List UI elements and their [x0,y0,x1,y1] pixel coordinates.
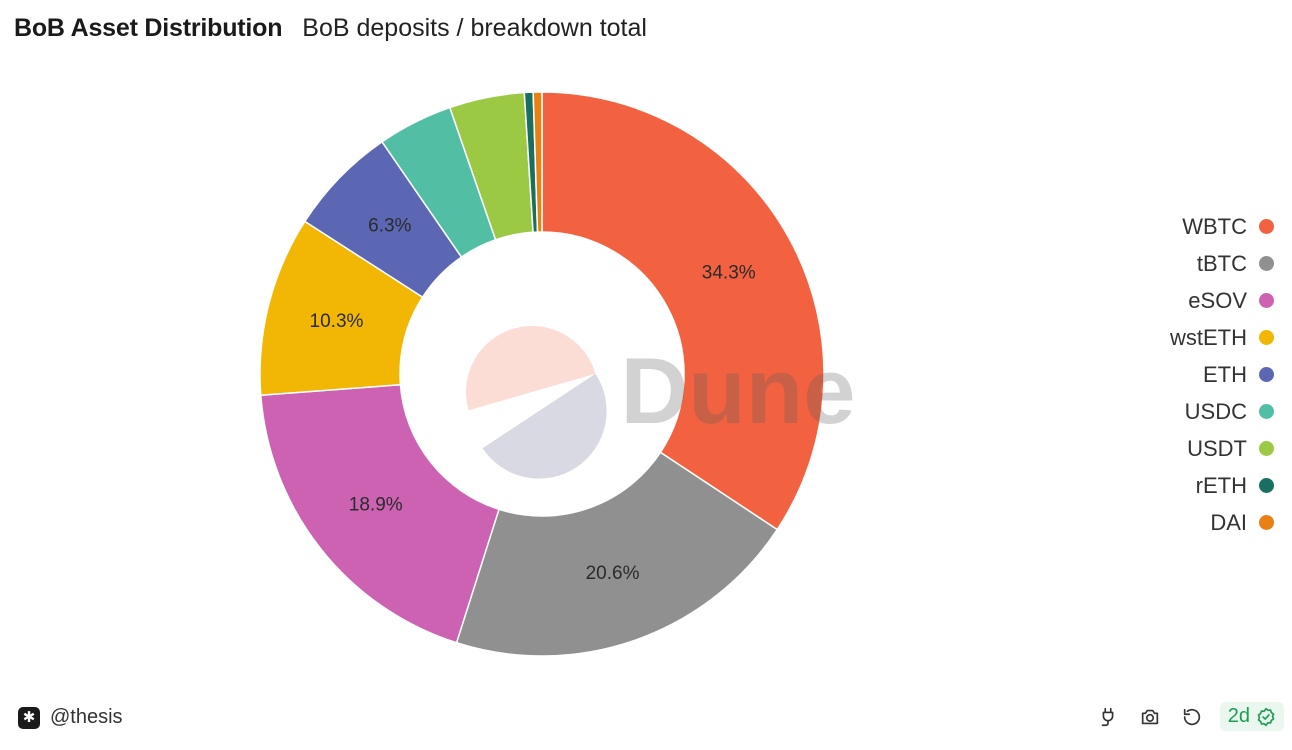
legend-item-reth[interactable]: rETH [1196,467,1274,504]
legend-swatch [1259,404,1274,419]
legend-label: USDC [1184,398,1247,424]
center-logo-top-shape [466,325,596,411]
legend-swatch [1259,515,1274,530]
dune-logo-icon: ✱ [18,706,40,729]
legend-swatch [1259,330,1274,345]
slice-dai[interactable] [532,91,543,233]
chart-legend: WBTC tBTC eSOV wstETH ETH USDC USDT rETH DAI [1170,208,1274,541]
slice-esov[interactable] [259,383,500,644]
legend-item-usdc[interactable]: USDC [1185,393,1274,430]
slice-tbtc[interactable] [455,451,779,657]
dune-watermark: Dune [621,338,856,443]
legend-swatch [1259,219,1274,234]
legend-label: wstETH [1170,324,1247,350]
data-label-eth: 6.3% [368,215,411,236]
data-label-esov: 18.9% [349,495,403,516]
data-label-tbtc: 20.6% [586,563,640,584]
chart-header: BoB Asset Distribution BoB deposits / br… [14,14,647,43]
legend-swatch [1259,478,1274,493]
data-labels-group: 34.3% 20.6% 18.9% 10.3% 6.3% [310,215,756,583]
legend-item-dai[interactable]: DAI [1210,504,1274,541]
chart-subtitle: BoB deposits / breakdown total [302,14,647,42]
legend-label: eSOV [1188,287,1247,313]
legend-item-eth[interactable]: ETH [1203,356,1274,393]
legend-label: ETH [1203,361,1247,387]
legend-swatch [1259,441,1274,456]
center-logo [466,325,607,479]
camera-icon[interactable] [1136,703,1164,731]
refresh-icon[interactable] [1178,703,1206,731]
legend-swatch [1259,256,1274,271]
chart-toolbar: 2d [1094,702,1284,731]
chart-title: BoB Asset Distribution [14,14,283,42]
check-badge-icon [1257,707,1275,726]
legend-item-usdt[interactable]: USDT [1187,430,1274,467]
legend-label: tBTC [1196,250,1247,276]
center-logo-bottom-shape [482,373,607,479]
legend-label: rETH [1195,472,1247,498]
slices-group [259,91,825,657]
author-handle[interactable]: @thesis [50,706,123,728]
slice-wbtc[interactable] [541,91,825,531]
legend-item-wsteth[interactable]: wstETH [1170,319,1274,356]
legend-item-wbtc[interactable]: WBTC [1182,208,1274,245]
legend-label: WBTC [1182,213,1247,239]
legend-swatch [1259,293,1274,308]
legend-label: DAI [1210,509,1247,535]
author-credit[interactable]: ✱ @thesis [18,706,123,729]
data-label-wbtc: 34.3% [702,263,756,284]
freshness-label: 2d [1227,705,1250,727]
freshness-badge[interactable]: 2d [1219,702,1284,731]
legend-item-tbtc[interactable]: tBTC [1197,245,1274,282]
plug-icon[interactable] [1094,703,1122,731]
legend-item-esov[interactable]: eSOV [1188,282,1274,319]
legend-swatch [1259,367,1274,382]
legend-label: USDT [1187,435,1247,461]
data-label-wsteth: 10.3% [310,311,364,332]
